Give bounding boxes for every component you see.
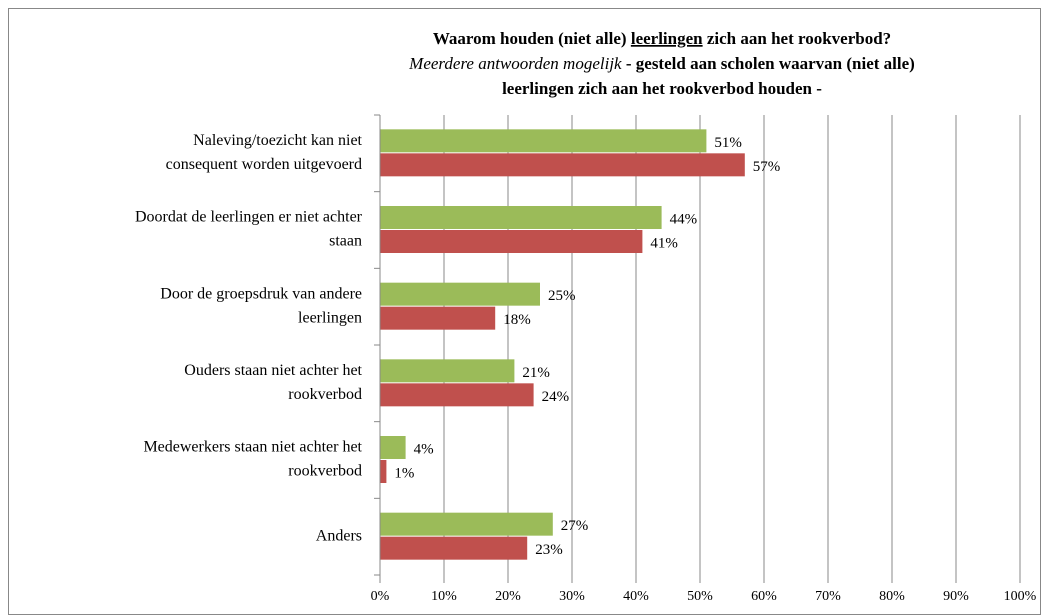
y-tick-label: Anders	[316, 527, 362, 544]
bar	[380, 230, 643, 253]
bar	[380, 512, 553, 536]
value-label: 24%	[542, 389, 570, 405]
title-part: - gesteld aan scholen waarvan (niet alle…	[622, 54, 915, 73]
chart-title-line: Meerdere antwoorden mogelijk - gesteld a…	[408, 54, 915, 73]
bar	[380, 460, 387, 483]
value-label: 4%	[414, 441, 434, 457]
x-tick-label: 20%	[495, 589, 521, 604]
chart-title-line: Waarom houden (niet alle) leerlingen zic…	[433, 29, 891, 48]
y-tick-label: Doordat de leerlingen er niet achter	[135, 209, 363, 226]
title-part: Meerdere antwoorden mogelijk	[408, 54, 622, 73]
y-tick-label: Naleving/toezicht kan niet	[193, 132, 362, 149]
bar	[380, 359, 515, 383]
bar	[380, 436, 406, 459]
bar	[380, 129, 707, 153]
chart-title-line: leerlingen zich aan het rookverbod houde…	[502, 79, 822, 98]
value-label: 57%	[753, 159, 781, 175]
x-tick-label: 60%	[751, 589, 777, 604]
x-tick-label: 40%	[623, 589, 649, 604]
title-part: Waarom houden (niet alle)	[433, 29, 631, 48]
x-tick-label: 90%	[943, 589, 969, 604]
value-label: 21%	[522, 365, 550, 381]
y-tick-label: staan	[329, 233, 362, 250]
x-tick-label: 80%	[879, 589, 905, 604]
title-part: leerlingen zich aan het rookverbod houde…	[502, 79, 822, 98]
bar	[380, 306, 496, 330]
bar	[380, 206, 662, 229]
value-label: 1%	[394, 465, 414, 481]
value-label: 23%	[535, 542, 563, 558]
bar	[380, 282, 540, 306]
y-tick-label: rookverbod	[288, 386, 362, 403]
y-tick-label: Medewerkers staan niet achter het	[143, 439, 362, 456]
value-label: 18%	[503, 312, 531, 328]
x-tick-label: 10%	[431, 589, 457, 604]
x-tick-label: 30%	[559, 589, 585, 604]
value-label: 44%	[670, 211, 698, 227]
value-label: 27%	[561, 518, 589, 534]
y-tick-label: Door de groepsdruk van andere	[160, 285, 362, 302]
title-part: leerlingen	[631, 29, 703, 48]
bar	[380, 153, 745, 177]
bar	[380, 536, 528, 560]
value-label: 51%	[714, 135, 742, 151]
title-part: zich aan het rookverbod?	[703, 29, 892, 48]
value-label: 41%	[650, 235, 678, 251]
y-tick-label: rookverbod	[288, 463, 362, 480]
x-tick-label: 50%	[687, 589, 713, 604]
bar	[380, 383, 534, 407]
x-tick-label: 70%	[815, 589, 841, 604]
y-tick-label: Ouders staan niet achter het	[184, 362, 362, 379]
x-tick-label: 100%	[1004, 589, 1037, 604]
value-label: 25%	[548, 288, 576, 304]
y-tick-label: leerlingen	[298, 309, 362, 326]
x-tick-label: 0%	[371, 589, 390, 604]
y-tick-label: consequent worden uitgevoerd	[166, 156, 362, 173]
